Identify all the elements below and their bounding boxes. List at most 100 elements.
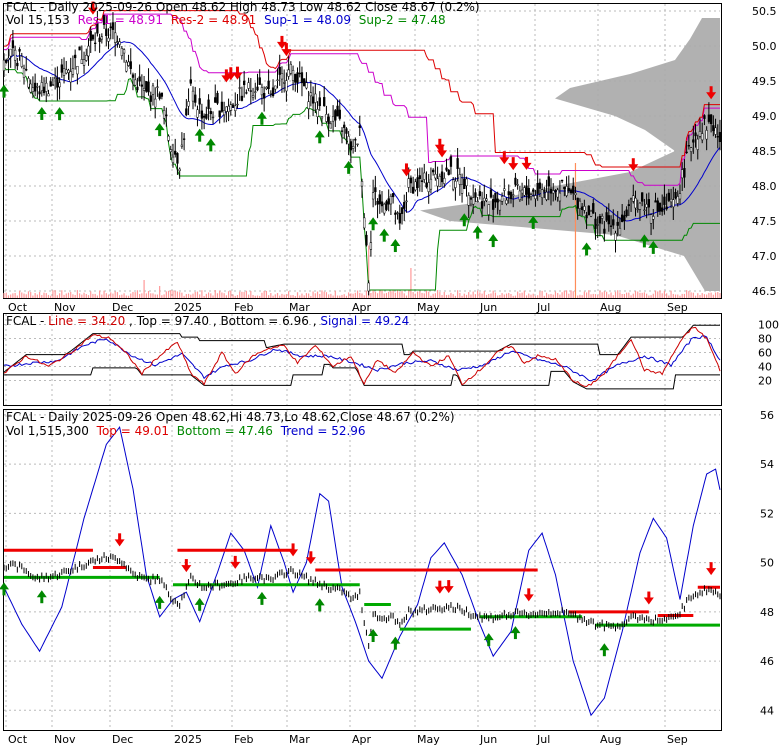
arrow-head <box>36 106 47 114</box>
price-candle-body <box>5 59 8 63</box>
signal-arrows <box>0 1 717 256</box>
price-candle-body <box>420 180 424 182</box>
price-candle-body <box>603 228 606 234</box>
volume-bar <box>103 290 105 298</box>
buy-arrow <box>390 239 401 253</box>
volume-bar <box>559 294 561 298</box>
price-candle-body <box>621 214 624 222</box>
stoch-y-tick: 20 <box>758 375 772 388</box>
buy-arrow <box>488 234 499 248</box>
price-candle-body <box>563 186 566 190</box>
volume-bar <box>163 294 165 298</box>
volume-bar <box>717 292 719 298</box>
volume-bar <box>63 294 65 298</box>
arrow-head <box>706 568 717 576</box>
price-candle-body <box>294 74 297 83</box>
arrow-head <box>459 213 470 221</box>
arrow-shaft <box>393 642 397 650</box>
volume-bar <box>50 295 52 298</box>
volume-bar <box>699 295 701 298</box>
price-candle-body <box>129 61 132 69</box>
arrow-shaft <box>260 117 264 125</box>
volume-bar <box>176 291 179 298</box>
volume-bar <box>490 293 492 298</box>
sell-arrow <box>643 591 654 605</box>
arrow-head <box>472 225 483 233</box>
volume-bar <box>617 290 619 298</box>
price-candle-body <box>478 191 482 197</box>
price-candle-body <box>476 200 479 203</box>
price-candle-body <box>278 66 281 75</box>
volume-bar <box>223 293 225 298</box>
arrow-shaft <box>531 221 535 229</box>
volume-bar <box>528 293 530 298</box>
arrow-shaft <box>2 588 6 596</box>
price-candle-body <box>678 193 682 200</box>
buy-arrow <box>599 643 610 657</box>
volume-bar <box>537 295 539 298</box>
buy-arrow <box>205 138 216 152</box>
price-candle-body <box>425 182 428 188</box>
price-candle-body <box>240 95 244 101</box>
volume-bar <box>670 290 672 298</box>
arrow-shaft <box>40 112 44 120</box>
buy-arrow <box>483 633 494 647</box>
x-tick-label: Oct <box>8 301 28 314</box>
sell-arrow <box>401 163 412 177</box>
price-candle-body <box>536 183 539 194</box>
price-candle-body <box>389 195 393 205</box>
price-candle-body <box>205 113 208 119</box>
price-candle-body <box>409 177 413 184</box>
volume-bar <box>539 291 541 298</box>
price-candle-body <box>220 101 224 112</box>
price-candle-body <box>82 59 86 66</box>
x-tick-label: Apr <box>352 301 372 314</box>
volume-bar <box>652 293 654 298</box>
volume-bar <box>65 293 67 298</box>
arrow-head <box>281 49 292 57</box>
volume-bar <box>270 293 272 298</box>
volume-bar <box>125 295 127 298</box>
price-candle-body <box>196 109 199 118</box>
price-candle-body <box>194 94 197 103</box>
volume-bar <box>557 293 559 298</box>
arrow-shaft <box>291 543 295 551</box>
volume-bar <box>608 294 610 298</box>
price-candle-body <box>296 72 299 83</box>
price-candle-body <box>69 71 72 83</box>
buy-arrow <box>256 111 267 125</box>
price-candle-body <box>600 216 604 219</box>
volume-bar <box>321 290 323 298</box>
price-candle-body <box>40 82 43 91</box>
price-candle-body <box>209 111 212 115</box>
buy-arrow <box>459 213 470 227</box>
volume-bar <box>396 290 399 298</box>
price-candle-body <box>658 202 662 212</box>
buy-arrow <box>343 160 354 174</box>
volume-bar <box>368 245 370 298</box>
price-candle-body <box>125 61 128 72</box>
price-candle-body <box>251 95 255 98</box>
volume-bar <box>245 290 247 298</box>
arrow-head <box>488 234 499 242</box>
price-candle-body <box>65 69 68 74</box>
volume-bar <box>681 293 683 298</box>
price-candle-body <box>514 177 517 185</box>
volume-bar <box>390 291 392 298</box>
volume-bar <box>127 295 130 298</box>
volume-bar <box>374 291 376 298</box>
volume-bar <box>450 292 452 298</box>
price-candle-body <box>260 87 264 96</box>
price-candle-body <box>543 190 546 192</box>
volume-bar <box>392 290 394 298</box>
volume-bar <box>361 293 363 298</box>
buy-arrow <box>36 590 47 604</box>
price-candle-body <box>440 171 444 183</box>
price-candle-body <box>445 167 448 171</box>
price-candle-body <box>672 199 675 208</box>
price-candle-body <box>552 190 555 194</box>
arrow-head <box>194 597 205 605</box>
axis-labels: 50.5 50.0 49.5 49.0 48.5 48.0 47.5 47.0 46.5 1008… <box>8 5 779 746</box>
volume-bar <box>465 294 468 298</box>
volume-bar <box>410 268 412 298</box>
